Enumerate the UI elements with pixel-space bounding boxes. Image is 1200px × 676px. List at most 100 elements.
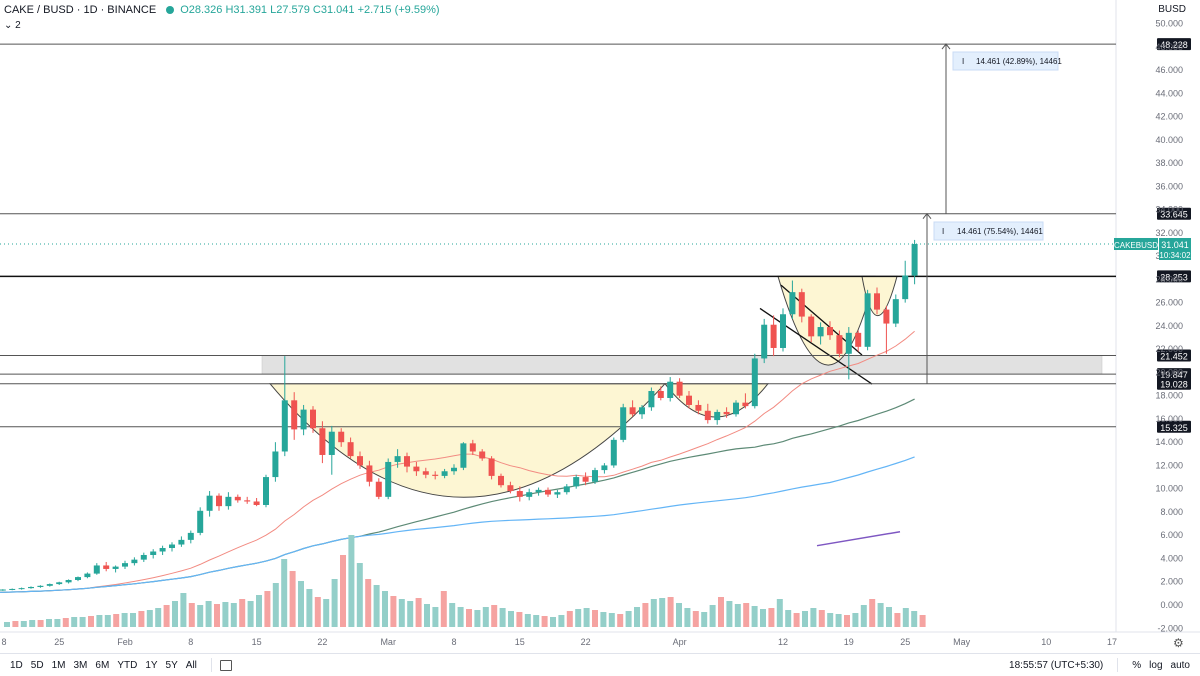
settings-gear-icon[interactable]: ⚙ bbox=[1173, 636, 1184, 650]
volume-bar bbox=[760, 609, 766, 627]
volume-bar bbox=[659, 598, 666, 627]
price-tick-label: 2.000 bbox=[1160, 577, 1183, 587]
symbol-title[interactable]: CAKE / BUSD · 1D · BINANCE bbox=[4, 4, 157, 16]
candle-body bbox=[751, 358, 758, 407]
candle-body bbox=[789, 292, 796, 315]
volume-bar bbox=[894, 613, 901, 627]
volume-bar bbox=[29, 620, 36, 627]
candle-body bbox=[375, 481, 382, 497]
measure-arrow-2 bbox=[922, 212, 932, 220]
candle-body bbox=[836, 335, 843, 354]
go-to-date-calendar-icon[interactable] bbox=[219, 659, 232, 671]
volume-bar bbox=[608, 613, 615, 627]
time-tick-label: 25 bbox=[54, 637, 64, 647]
volume-bar bbox=[172, 601, 178, 627]
volume-bar bbox=[432, 607, 439, 627]
price-tick-label: 50.000 bbox=[1155, 19, 1183, 29]
level-label: 48.228 bbox=[1160, 40, 1188, 50]
range-6m[interactable]: 6M bbox=[95, 659, 110, 671]
candle-body bbox=[507, 485, 514, 492]
volume-bar bbox=[96, 615, 103, 627]
last-price-tag bbox=[1159, 237, 1191, 260]
volume-bar bbox=[314, 597, 321, 627]
volume-bar bbox=[734, 604, 741, 627]
range-1d[interactable]: 1D bbox=[10, 659, 23, 671]
auto-toggle[interactable]: auto bbox=[1170, 659, 1190, 671]
candle-body bbox=[84, 573, 91, 578]
volume-bar bbox=[709, 605, 716, 627]
volume-bar bbox=[62, 618, 69, 627]
candle-body bbox=[864, 293, 871, 347]
price-tick-label: -2.000 bbox=[1157, 623, 1183, 633]
price-tick-label: 44.000 bbox=[1155, 88, 1183, 98]
candle-body bbox=[28, 586, 34, 589]
candle-body bbox=[37, 585, 44, 587]
range-all[interactable]: All bbox=[185, 659, 197, 671]
range-5d[interactable]: 5D bbox=[30, 659, 44, 671]
volume-bar bbox=[743, 603, 750, 627]
volume-bar bbox=[491, 605, 498, 627]
candle-body bbox=[422, 471, 429, 475]
candle-body bbox=[234, 496, 241, 501]
candle-body bbox=[563, 486, 570, 493]
candle-body bbox=[798, 292, 805, 317]
volume-bar bbox=[121, 613, 128, 627]
candle-body bbox=[817, 327, 824, 337]
time-tick-label: 8 bbox=[451, 637, 456, 647]
level-tag bbox=[1157, 38, 1191, 51]
candle-body bbox=[911, 243, 918, 276]
indicator-toggle[interactable]: ⌄ 2 bbox=[4, 20, 21, 31]
range-1y[interactable]: 1Y bbox=[145, 659, 158, 671]
divider bbox=[210, 658, 212, 672]
time-tick-label: 15 bbox=[515, 637, 525, 647]
symbol-tag-label: CAKEBUSD bbox=[1114, 241, 1158, 250]
candle-body bbox=[385, 461, 392, 497]
candle-body bbox=[187, 532, 194, 540]
volume-bar bbox=[902, 608, 909, 627]
volume-bar bbox=[79, 617, 86, 627]
candle-body bbox=[535, 489, 542, 493]
candle-body bbox=[902, 275, 909, 300]
percent-toggle[interactable]: % bbox=[1132, 659, 1142, 671]
volume-bar bbox=[541, 616, 548, 627]
candle-body bbox=[206, 495, 213, 511]
volume-bar bbox=[776, 599, 783, 627]
volume-bar bbox=[188, 603, 195, 627]
measure-icon-2: I bbox=[942, 227, 944, 236]
candle-body bbox=[629, 407, 636, 415]
candle-body bbox=[432, 474, 439, 476]
zone-rect bbox=[261, 355, 1103, 375]
candle-body bbox=[310, 409, 316, 429]
level-label: 28.253 bbox=[1160, 272, 1188, 282]
volume-bar bbox=[634, 607, 640, 627]
volume-bar bbox=[852, 613, 859, 627]
candle-body bbox=[488, 458, 495, 476]
candle-body bbox=[366, 465, 373, 482]
range-3m[interactable]: 3M bbox=[73, 659, 88, 671]
range-5y[interactable]: 5Y bbox=[165, 659, 178, 671]
volume-bar bbox=[785, 610, 792, 627]
volume-bar bbox=[600, 612, 607, 627]
divider bbox=[1117, 658, 1119, 672]
candle-body bbox=[413, 466, 420, 472]
range-ytd[interactable]: YTD bbox=[117, 659, 138, 671]
candle-body bbox=[883, 309, 890, 324]
volume-bar bbox=[802, 611, 808, 627]
time-tick-label: 8 bbox=[1, 637, 6, 647]
range-1m[interactable]: 1M bbox=[51, 659, 66, 671]
candle-body bbox=[112, 566, 119, 569]
candle-body bbox=[46, 584, 53, 586]
volume-bar bbox=[524, 614, 531, 627]
price-tick-label: 36.000 bbox=[1155, 181, 1183, 191]
log-toggle[interactable]: log bbox=[1149, 659, 1163, 671]
price-tick-label: 48.000 bbox=[1155, 42, 1183, 52]
volume-bar bbox=[827, 613, 834, 627]
clock[interactable]: 18:55:57 (UTC+5:30) bbox=[1009, 659, 1104, 671]
candle-body bbox=[122, 563, 128, 567]
level-tag bbox=[1157, 207, 1191, 220]
volume-bar bbox=[718, 597, 724, 627]
volume-bar bbox=[398, 599, 405, 627]
ma-long-line bbox=[0, 456, 915, 593]
candle-body bbox=[75, 577, 81, 580]
